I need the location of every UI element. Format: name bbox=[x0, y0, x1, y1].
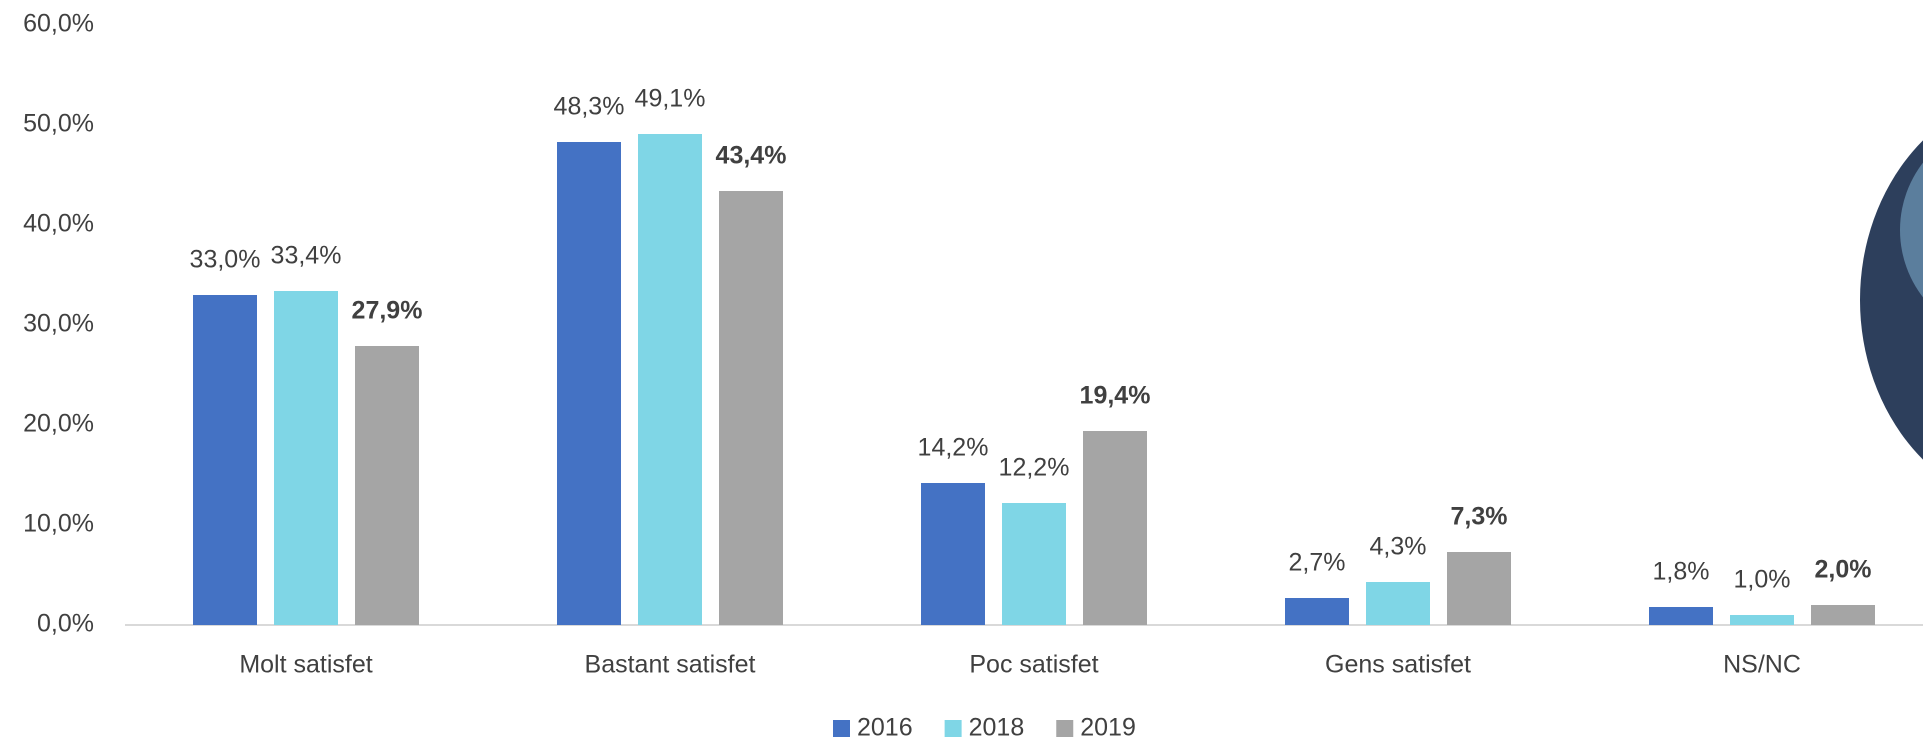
legend-label: 2016 bbox=[857, 714, 913, 739]
y-tick-label: 50,0% bbox=[23, 110, 94, 138]
x-tick-label: Molt satisfet bbox=[239, 651, 372, 679]
x-tick-label: Poc satisfet bbox=[969, 651, 1098, 679]
value-label: 2,7% bbox=[1289, 549, 1346, 577]
bar bbox=[557, 142, 621, 625]
y-tick-label: 60,0% bbox=[23, 10, 94, 38]
value-label: 14,2% bbox=[918, 434, 989, 462]
value-label: 33,4% bbox=[271, 242, 342, 270]
y-tick-label: 0,0% bbox=[37, 610, 94, 638]
value-label: 27,9% bbox=[352, 297, 423, 325]
value-label: 2,0% bbox=[1815, 556, 1872, 584]
bar bbox=[921, 483, 985, 625]
bar bbox=[355, 346, 419, 625]
bar bbox=[1285, 598, 1349, 625]
y-tick-label: 40,0% bbox=[23, 210, 94, 238]
bar bbox=[638, 134, 702, 625]
legend-label: 2019 bbox=[1080, 714, 1136, 739]
value-label: 4,3% bbox=[1370, 533, 1427, 561]
legend-swatch bbox=[944, 720, 962, 737]
value-label: 33,0% bbox=[190, 246, 261, 274]
bar bbox=[1811, 605, 1875, 625]
decoration bbox=[1860, 140, 1923, 460]
y-tick-label: 30,0% bbox=[23, 310, 94, 338]
bar bbox=[1447, 552, 1511, 625]
value-label: 43,4% bbox=[716, 142, 787, 170]
value-label: 49,1% bbox=[635, 85, 706, 113]
value-label: 1,0% bbox=[1734, 566, 1791, 594]
legend-label: 2018 bbox=[969, 714, 1025, 739]
legend-swatch bbox=[833, 720, 850, 737]
bar bbox=[193, 295, 257, 625]
legend-swatch bbox=[1056, 720, 1074, 737]
x-tick-label: Gens satisfet bbox=[1325, 651, 1471, 679]
y-tick-label: 20,0% bbox=[23, 410, 94, 438]
bar bbox=[1649, 607, 1713, 625]
bar bbox=[1002, 503, 1066, 625]
bar bbox=[1083, 431, 1147, 625]
x-tick-label: NS/NC bbox=[1723, 651, 1801, 679]
bar bbox=[274, 291, 338, 625]
bar bbox=[719, 191, 783, 625]
value-label: 7,3% bbox=[1451, 503, 1508, 531]
value-label: 19,4% bbox=[1080, 382, 1151, 410]
value-label: 48,3% bbox=[554, 93, 625, 121]
bar bbox=[1366, 582, 1430, 625]
bar bbox=[1730, 615, 1794, 625]
x-tick-label: Bastant satisfet bbox=[585, 651, 756, 679]
photo-decoration bbox=[1900, 162, 1923, 298]
y-tick-label: 10,0% bbox=[23, 510, 94, 538]
photo-decoration bbox=[1860, 140, 1923, 460]
value-label: 1,8% bbox=[1653, 558, 1710, 586]
value-label: 12,2% bbox=[999, 454, 1070, 482]
